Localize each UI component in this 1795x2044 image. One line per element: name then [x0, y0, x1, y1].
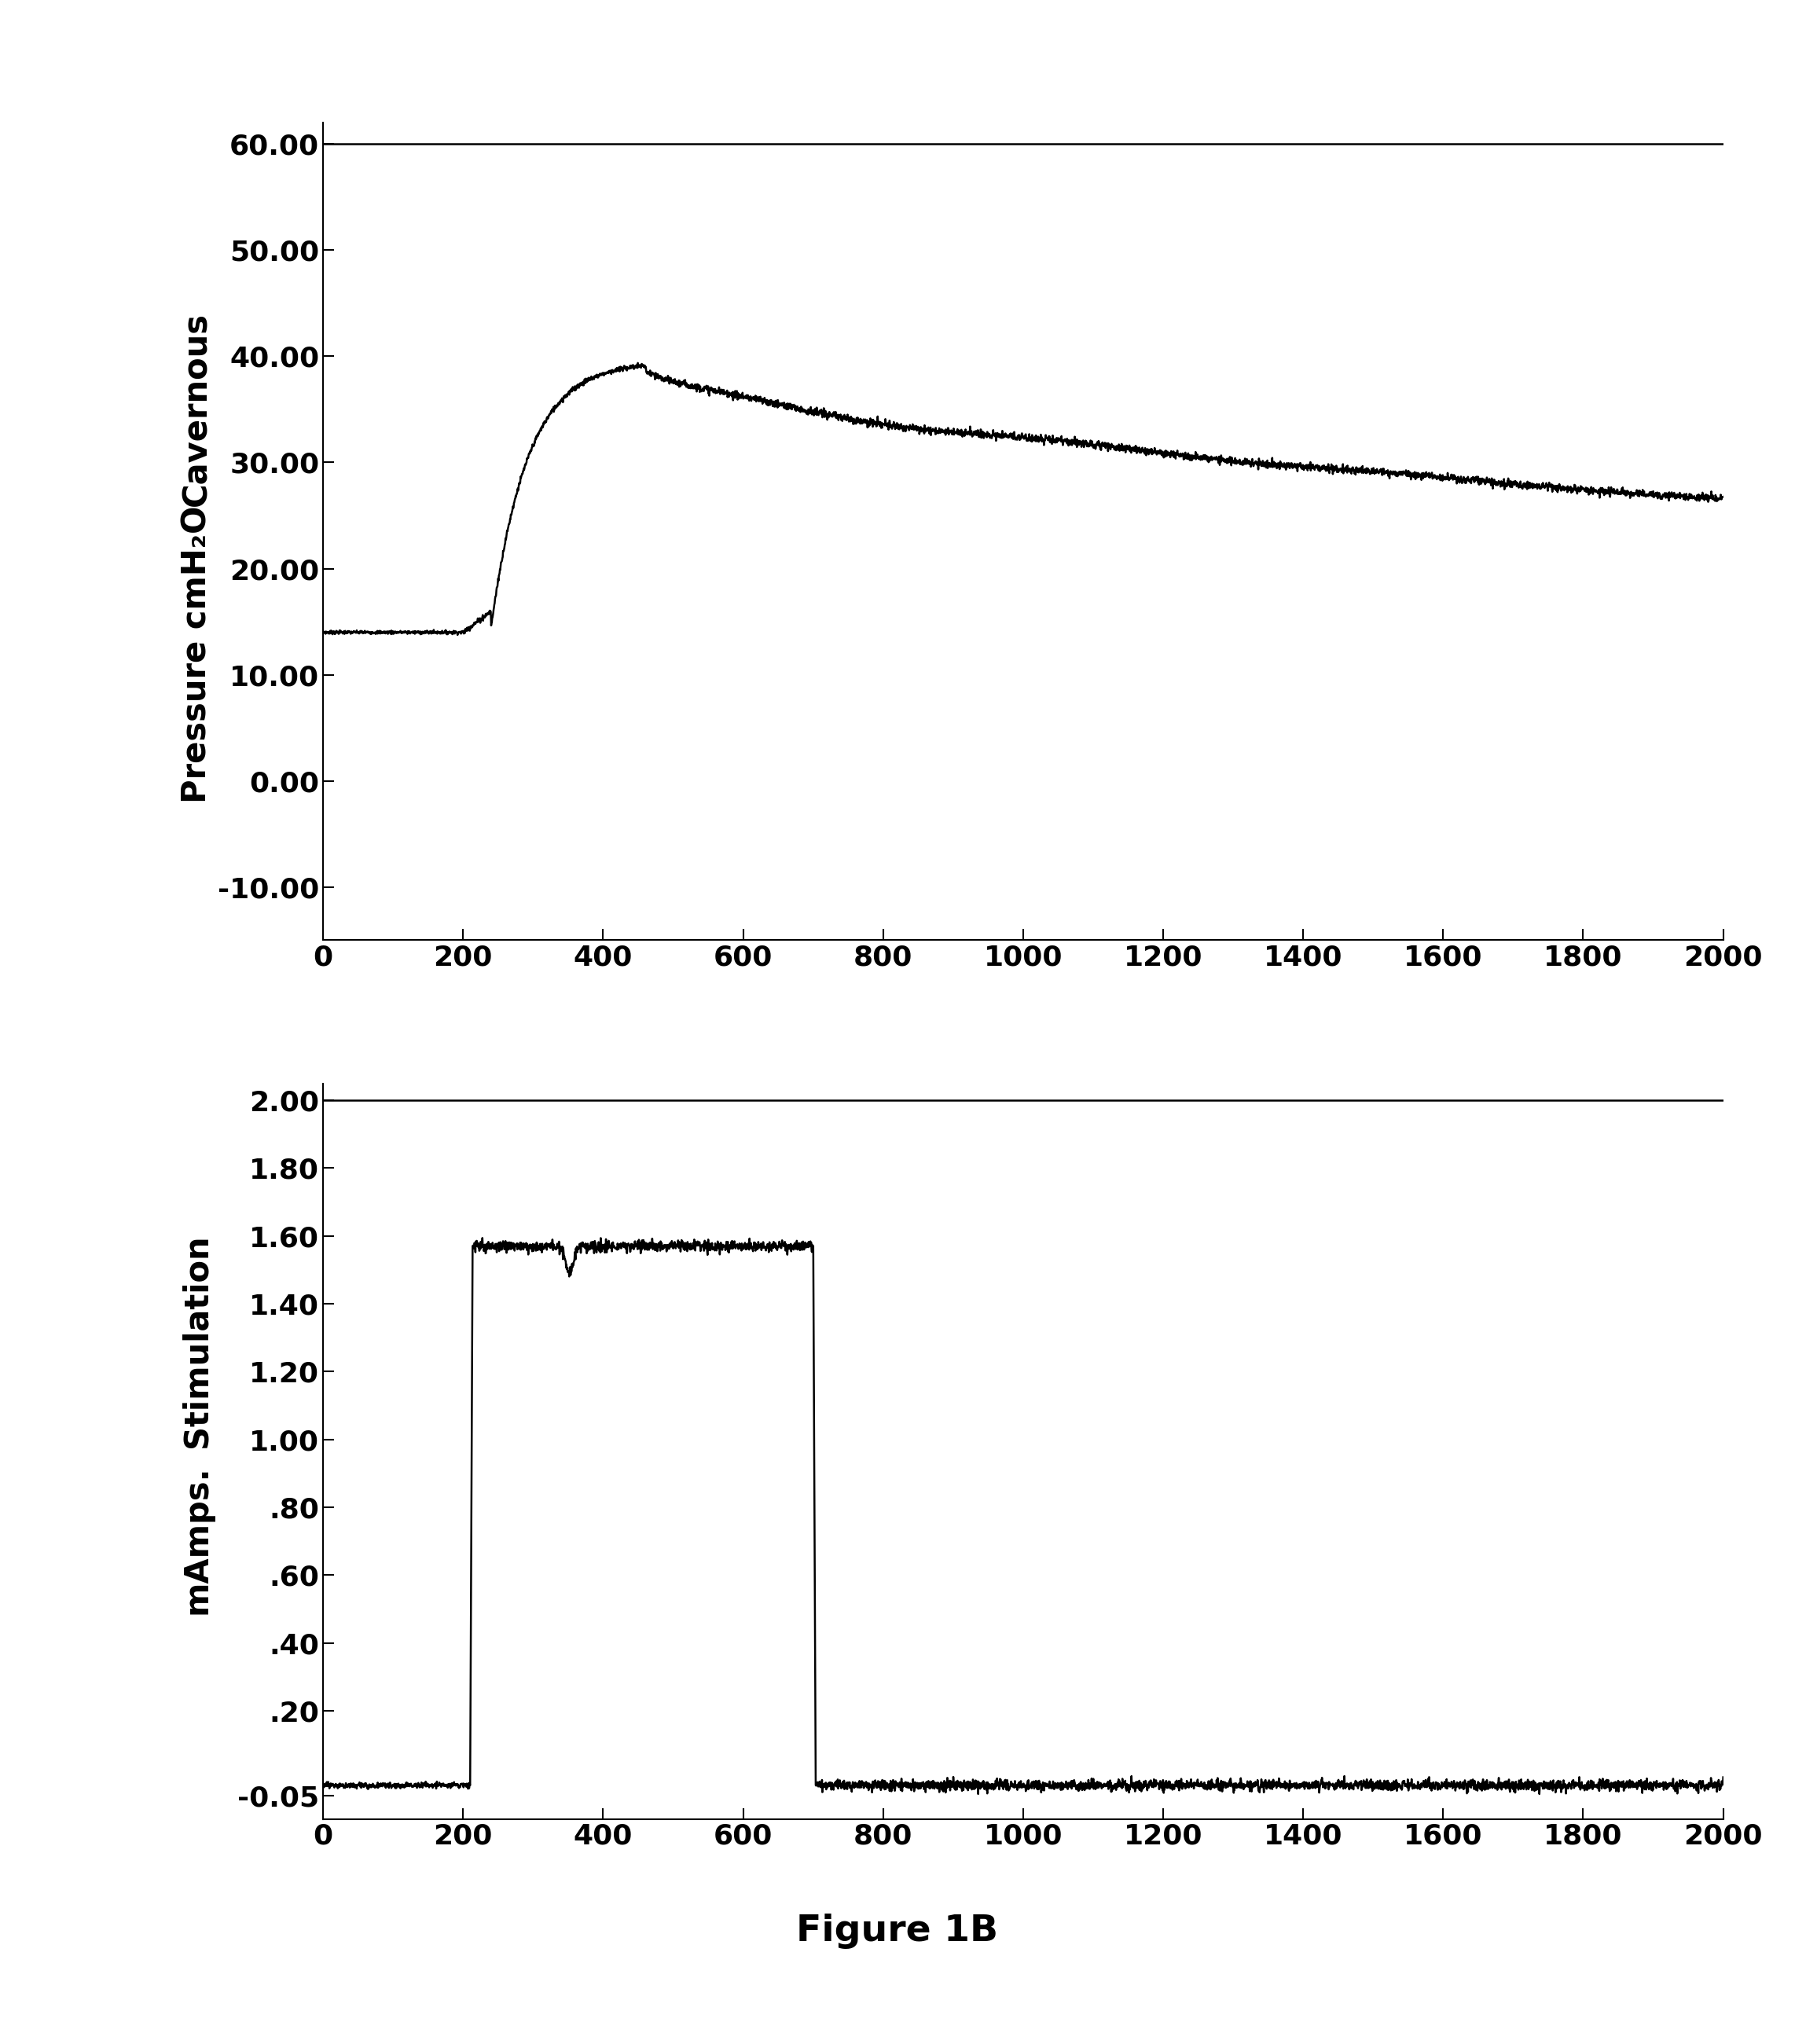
Text: Cavernous: Cavernous [181, 313, 214, 505]
Text: mAmps.: mAmps. [181, 1466, 214, 1615]
Text: Figure 1B: Figure 1B [797, 1913, 998, 1950]
Text: Pressure cmH₂O: Pressure cmH₂O [181, 505, 214, 803]
Text: Stimulation: Stimulation [181, 1235, 214, 1447]
